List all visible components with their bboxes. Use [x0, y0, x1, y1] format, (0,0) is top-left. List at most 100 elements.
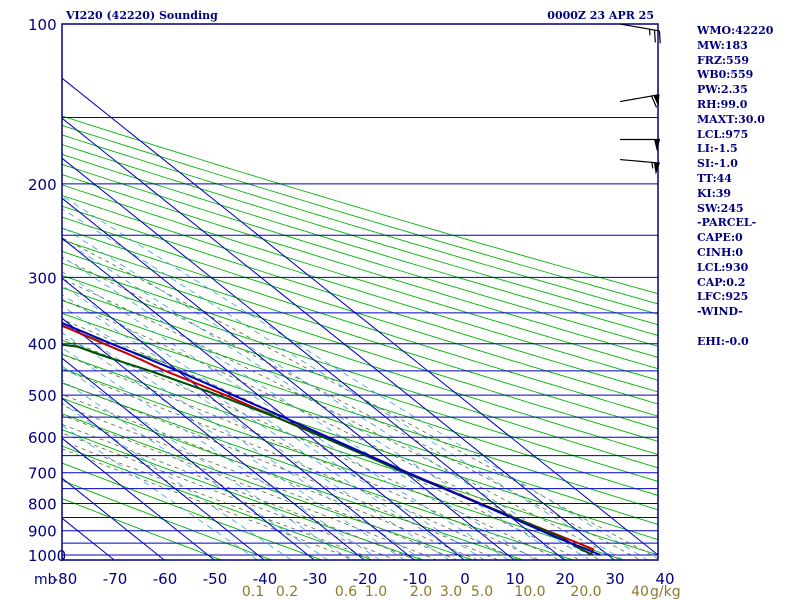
dry-adiabat — [62, 326, 658, 525]
moist-adiabat — [62, 278, 621, 560]
mixing-ratio-line — [62, 365, 351, 560]
dry-adiabat — [62, 124, 658, 305]
sounding-title: VI220 (42220) Sounding — [66, 9, 218, 22]
moist-adiabat — [62, 432, 398, 560]
index-item: WB0:559 — [697, 68, 754, 82]
sounding-time: 0000Z 23 APR 25 — [547, 9, 654, 22]
mixing-ratio-line — [62, 402, 293, 560]
temperature-tick-label: -60 — [153, 570, 178, 588]
isotherm — [62, 357, 309, 556]
pressure-tick-label: 100 — [28, 16, 57, 34]
mixing-ratio-line — [62, 271, 510, 560]
wind-barb — [619, 158, 660, 175]
isotherm — [62, 157, 559, 556]
dry-adiabat — [62, 194, 658, 381]
mixing-ratio-line — [62, 347, 381, 560]
mixing-ratio-line — [62, 294, 470, 560]
index-item: LI:-1.5 — [697, 142, 738, 156]
moist-adiabat — [62, 414, 438, 560]
pressure-tick-label: 900 — [28, 523, 57, 541]
skewt-lines — [0, 0, 658, 560]
index-item: MW:183 — [697, 38, 748, 52]
dry-adiabat — [62, 353, 658, 556]
isotherm — [157, 554, 166, 560]
pressure-tick-label: 700 — [28, 465, 57, 483]
moist-adiabat — [62, 382, 499, 560]
dry-adiabat — [62, 462, 324, 560]
mixing-ratio-unit: g/kg — [650, 584, 681, 600]
dry-adiabat — [62, 163, 658, 347]
mixing-ratio-line — [62, 332, 406, 560]
dry-adiabat — [62, 382, 575, 560]
moist-adiabat — [62, 368, 520, 560]
dry-adiabat — [62, 479, 273, 560]
pressure-tick-label: 300 — [28, 269, 57, 287]
isotherm — [307, 554, 316, 560]
temperature-tick-label: -50 — [203, 570, 228, 588]
mixing-ratio-label: 3.0 — [440, 584, 462, 600]
dry-adiabat — [62, 287, 658, 482]
isotherm — [62, 197, 509, 556]
isotherm — [62, 397, 259, 556]
isotherm — [407, 554, 416, 560]
pressure-tick-label: 200 — [28, 176, 57, 194]
index-item: EHI:-0.0 — [697, 334, 749, 348]
isotherm — [607, 554, 616, 560]
dry-adiabat — [62, 250, 658, 442]
mixing-ratio-label: 0.6 — [335, 584, 357, 600]
dry-adiabat — [62, 184, 658, 370]
index-item: CAP:0.2 — [697, 275, 746, 289]
temperature-tick-label: 40 — [655, 570, 674, 588]
dry-adiabat — [62, 262, 658, 455]
mixing-ratio-line — [62, 424, 259, 560]
index-item: FRZ:559 — [697, 53, 750, 67]
plot-frame — [61, 23, 659, 561]
dry-adiabat — [62, 367, 626, 560]
index-item: KI:39 — [697, 186, 732, 200]
temperature-tick-label: -10 — [403, 570, 428, 588]
dry-adiabat — [62, 153, 658, 336]
mixing-ratio-label: 2.0 — [410, 584, 432, 600]
temperature-tick-label: -30 — [303, 570, 328, 588]
mixing-ratio-label: 0.2 — [276, 584, 298, 600]
isotherm — [357, 554, 366, 560]
mixing-ratio-label: 0.1 — [242, 584, 264, 600]
pressure-tick-label: 600 — [28, 429, 57, 447]
mixing-ratio-label: 40 — [631, 584, 649, 600]
moist-adiabat — [62, 337, 561, 560]
isotherm — [507, 554, 516, 560]
index-item: PW:2.35 — [697, 83, 748, 97]
dry-adiabat — [62, 115, 658, 295]
parcel-profile — [62, 321, 601, 556]
index-item: CAPE:0 — [697, 231, 743, 245]
isotherm — [62, 437, 209, 556]
index-item: WMO:42220 — [697, 24, 774, 37]
index-item: RH:99.0 — [697, 97, 748, 111]
moist-adiabat — [62, 353, 540, 560]
dry-adiabat — [62, 134, 658, 315]
isotherm — [62, 237, 459, 556]
dry-adiabat — [62, 216, 658, 405]
mixing-ratio-label: 20.0 — [570, 584, 601, 600]
dewpoint-profile — [62, 343, 594, 556]
isotherm — [62, 117, 609, 556]
temperature-tick-label: 0 — [460, 570, 470, 588]
dry-adiabat — [62, 339, 658, 540]
dry-adiabat — [62, 174, 658, 358]
temperature-tick-label: 20 — [555, 570, 574, 588]
wind-barbs — [619, 23, 661, 175]
mixing-ratio-line — [62, 285, 486, 560]
index-item: LFC:925 — [697, 290, 749, 304]
mixing-ratio-line — [62, 256, 536, 560]
dry-adiabat — [62, 239, 658, 430]
dry-adiabat — [62, 227, 658, 417]
pressure-unit-label: mb — [34, 572, 57, 588]
moist-adiabat — [62, 237, 658, 560]
isotherm — [0, 0, 8, 555]
isotherm — [62, 277, 409, 556]
pressure-tick-label: 500 — [28, 387, 57, 405]
moist-adiabat — [62, 440, 377, 560]
isotherm — [257, 554, 266, 560]
pressure-tick-label: 400 — [28, 336, 57, 354]
